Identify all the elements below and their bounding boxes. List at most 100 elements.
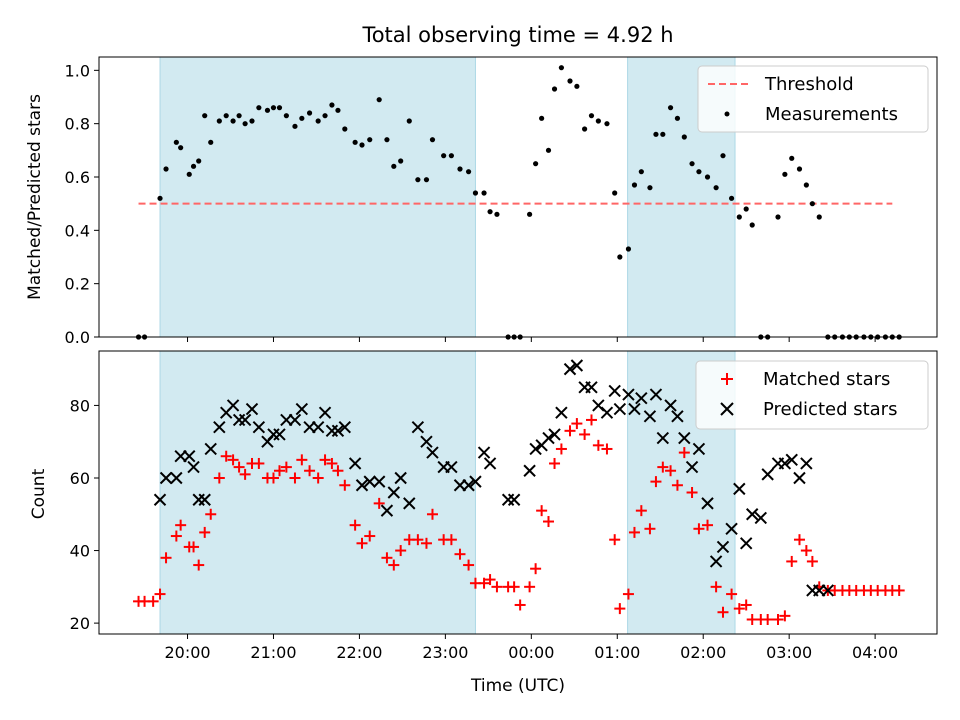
matched-legend-swatch [721, 373, 733, 385]
count-shaded-region-1 [159, 350, 476, 635]
predicted-stars-point [701, 497, 714, 510]
matched-stars-point [233, 461, 245, 473]
ratio-y-tick-label: 0.6 [65, 168, 90, 187]
matched-stars-point [273, 465, 285, 477]
ratio-shaded-region-1 [159, 56, 476, 338]
measurement-point [674, 115, 681, 121]
predicted-stars-point [348, 457, 362, 470]
ratio-legend-box [697, 65, 929, 133]
ratio-y-axis-label: Matched/Predicted stars [25, 94, 45, 300]
predicted-stars-point [170, 471, 183, 485]
count-x-tick-label: 23:00 [422, 643, 468, 662]
matched-stars-point [644, 523, 656, 535]
measurement-point [809, 201, 815, 207]
measurement-point [441, 153, 447, 159]
predicted-stars-point [622, 388, 635, 401]
matched-stars-point [253, 457, 265, 469]
matched-stars-point [657, 461, 669, 473]
measurement-point [398, 158, 404, 164]
measurement-point [391, 163, 397, 169]
matched-stars-point [445, 534, 457, 546]
measurement-point [775, 214, 781, 220]
ratio-y-axis: 0.0 0.2 0.4 0.6 0.8 1.0 [65, 61, 99, 347]
predicted-stars-point [761, 468, 774, 481]
predicted-legend-label: Predicted stars [763, 399, 897, 420]
matched-stars-point [312, 472, 324, 484]
predicted-stars-point [252, 420, 266, 434]
matched-stars-point [154, 588, 166, 600]
predicted-stars-point [529, 442, 542, 456]
predicted-stars-point [709, 555, 723, 568]
measurement-point [704, 174, 711, 180]
matched-stars-point [740, 599, 752, 611]
measurement-point [292, 123, 298, 129]
matched-stars-point [543, 516, 555, 528]
predicted-stars-point [585, 381, 598, 394]
measurement-point [782, 171, 788, 177]
measurement-point [487, 209, 493, 215]
measurement-point [527, 211, 533, 217]
matched-stars-point [806, 555, 818, 567]
predicted-stars-point [363, 475, 376, 488]
ratio-x-axis [187, 337, 876, 342]
matched-stars-point [289, 472, 301, 484]
matched-stars-point [239, 468, 251, 480]
measurement-point [448, 153, 454, 159]
count-legend-box [695, 360, 929, 430]
measurement-point [359, 142, 365, 148]
measurement-point [638, 169, 644, 175]
matched-stars-point [426, 508, 438, 520]
measurement-point [335, 107, 341, 113]
measurement-point [588, 113, 595, 119]
predicted-stars-point [295, 402, 309, 416]
measurement-point [728, 195, 735, 201]
matched-stars-point [326, 457, 338, 469]
matched-stars-point [793, 534, 805, 546]
count-x-tick-label: 01:00 [594, 643, 640, 662]
matched-stars-point [893, 584, 905, 596]
count-legend: Matched stars Predicted stars [695, 360, 929, 430]
measurement-point [612, 190, 618, 196]
measurement-point [743, 206, 749, 212]
matched-stars-point [267, 472, 279, 484]
measurement-point [574, 83, 580, 89]
matched-stars-point [564, 425, 576, 437]
measurement-point [270, 105, 277, 111]
predicted-stars-point [198, 493, 211, 506]
measurement-point [236, 113, 242, 119]
predicted-stars-point [800, 457, 813, 470]
predicted-stars-point [754, 511, 768, 525]
matched-stars-point [762, 613, 774, 625]
predicted-stars-point [785, 453, 798, 467]
predicted-stars-point [318, 406, 332, 419]
measurement-point [713, 185, 719, 191]
ratio-panel: 0.0 0.2 0.4 0.6 0.8 1.0 Matched/Predicted sta… [25, 56, 938, 347]
count-y-tick-label: 80 [70, 396, 90, 415]
matched-stars-point [199, 526, 211, 538]
matched-stars-point [454, 548, 466, 560]
count-x-axis: 20:00 21:00 22:00 23:00 00:00 01:00 02:00 03:00… [164, 634, 898, 662]
matched-stars-point [530, 563, 542, 575]
predicted-stars-point [411, 420, 425, 434]
predicted-stars-point [311, 420, 325, 434]
matched-stars-point [592, 439, 604, 451]
measurement-point [736, 214, 742, 220]
predicted-stars-point [570, 359, 584, 372]
predicted-stars-point [213, 420, 226, 434]
measurement-point [157, 195, 163, 201]
matched-stars-point [160, 552, 172, 564]
count-y-axis-label: Count [29, 468, 49, 519]
matched-stars-point [349, 519, 361, 531]
predicted-stars-point [671, 410, 684, 423]
measurement-point [299, 115, 305, 121]
ratio-legend: Threshold Measurements [697, 65, 929, 133]
matched-stars-point [717, 606, 729, 618]
predicted-stars-point [245, 402, 259, 416]
measurement-point [315, 118, 321, 124]
predicted-stars-point [288, 413, 302, 427]
matched-stars-point [579, 428, 591, 440]
predicted-stars-point [159, 471, 173, 485]
matched-stars-point [726, 588, 738, 600]
matched-stars-point [702, 519, 714, 531]
measurement-point [582, 126, 588, 132]
